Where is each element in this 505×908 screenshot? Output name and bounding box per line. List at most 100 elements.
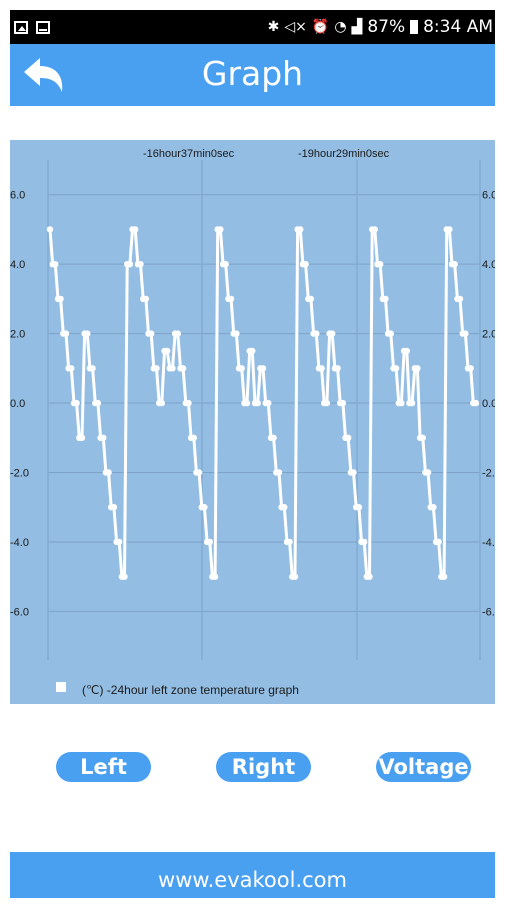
bluetooth-icon: ✱	[267, 19, 280, 35]
data-point	[355, 504, 363, 511]
data-point	[430, 504, 437, 511]
data-point	[100, 434, 107, 441]
data-point	[275, 469, 283, 476]
y-tick-label-left: 0.0	[10, 398, 25, 410]
data-point	[297, 226, 304, 233]
data-point	[435, 538, 442, 546]
data-point	[339, 399, 347, 407]
right-button[interactable]: Right	[216, 752, 311, 782]
left-button[interactable]: Left	[56, 752, 151, 782]
data-point	[259, 365, 267, 372]
data-point	[398, 399, 405, 407]
back-arrow-icon	[24, 58, 63, 92]
y-tick-label-left: 2.0	[10, 329, 25, 341]
y-tick-label-right: 0.0	[482, 398, 495, 410]
data-point	[249, 347, 256, 355]
data-point	[361, 538, 368, 546]
y-tick-label-right: 6.0	[482, 190, 495, 202]
data-point	[467, 365, 474, 372]
data-point	[62, 330, 70, 337]
battery-percent: 87%	[367, 17, 406, 37]
data-point	[313, 330, 320, 337]
data-point	[201, 504, 208, 511]
data-point	[440, 573, 448, 580]
footer-website[interactable]: www.evakool.com	[10, 852, 495, 898]
back-button[interactable]	[20, 52, 70, 98]
data-point	[233, 330, 240, 337]
mute-icon: ◁×	[284, 19, 307, 35]
voltage-button[interactable]: Voltage	[376, 752, 471, 782]
data-point	[195, 469, 203, 476]
data-point	[408, 399, 416, 407]
data-point	[377, 261, 384, 268]
data-point	[116, 538, 123, 546]
y-tick-label-right: -2.0	[482, 468, 495, 480]
y-tick-label-right: 2.0	[482, 329, 495, 341]
data-point	[329, 330, 336, 337]
wifi-icon: ◔	[334, 19, 347, 35]
time-marker-label: -19hour29min0sec	[298, 148, 390, 160]
data-point	[414, 365, 421, 372]
data-point	[462, 330, 469, 337]
chart-canvas: 6.0 6.0 4.0 4.0 2.0 2.0 0.0 0.0 -2.0 -2.0 -4.0 -4.0…	[10, 148, 495, 697]
legend-label: (℃) -24hour left zone temperature graph	[82, 683, 299, 697]
data-point	[179, 365, 187, 372]
data-point	[472, 399, 480, 407]
data-point	[265, 399, 272, 407]
battery-icon	[410, 20, 419, 34]
data-point	[286, 538, 293, 546]
data-point	[323, 399, 331, 407]
app-header: Graph	[10, 44, 495, 106]
data-point	[446, 226, 453, 233]
y-tick-label-left: 4.0	[10, 259, 25, 271]
y-tick-label-right: 4.0	[482, 259, 495, 271]
data-point	[46, 226, 54, 233]
data-point	[105, 469, 112, 476]
data-point	[456, 295, 464, 303]
alarm-icon: ⏰	[311, 19, 330, 35]
data-point	[387, 330, 394, 337]
data-point	[174, 330, 181, 337]
data-point	[206, 538, 213, 546]
data-point	[211, 573, 219, 580]
data-point	[424, 469, 432, 476]
data-point	[84, 330, 91, 337]
status-bar: ✱ ◁× ⏰ ◔ ▟ 87% 8:34 AM	[10, 10, 495, 44]
data-point	[73, 399, 80, 407]
y-tick-label-left: -4.0	[10, 537, 29, 549]
data-point	[366, 573, 373, 580]
data-point	[238, 365, 245, 372]
data-point	[318, 365, 325, 372]
data-point	[94, 399, 102, 407]
data-point	[419, 434, 426, 441]
time-marker-label: -16hour37min0sec	[143, 148, 235, 160]
data-point	[382, 295, 389, 303]
data-point	[126, 261, 134, 268]
y-tick-label-right: -6.0	[482, 606, 495, 618]
data-point	[142, 295, 150, 303]
y-tick-label-right: -4.0	[482, 537, 495, 549]
data-point	[190, 434, 197, 441]
page-title: Graph	[201, 54, 304, 93]
data-point	[52, 261, 59, 268]
data-point	[217, 226, 224, 233]
data-point	[110, 504, 118, 511]
data-point	[57, 295, 64, 303]
data-point	[403, 347, 410, 355]
data-point	[307, 295, 315, 303]
mail-icon	[36, 20, 50, 34]
y-tick-label-left: -6.0	[10, 606, 29, 618]
data-point	[345, 434, 352, 441]
data-point	[222, 261, 229, 268]
data-point	[254, 399, 261, 407]
data-point	[270, 434, 277, 441]
data-point	[158, 399, 165, 407]
data-point	[451, 261, 458, 268]
data-point	[371, 226, 378, 233]
data-point	[89, 365, 96, 372]
data-point	[281, 504, 288, 511]
data-point	[132, 226, 139, 233]
data-point	[121, 573, 128, 580]
gallery-icon	[14, 20, 28, 34]
data-point	[302, 261, 309, 268]
